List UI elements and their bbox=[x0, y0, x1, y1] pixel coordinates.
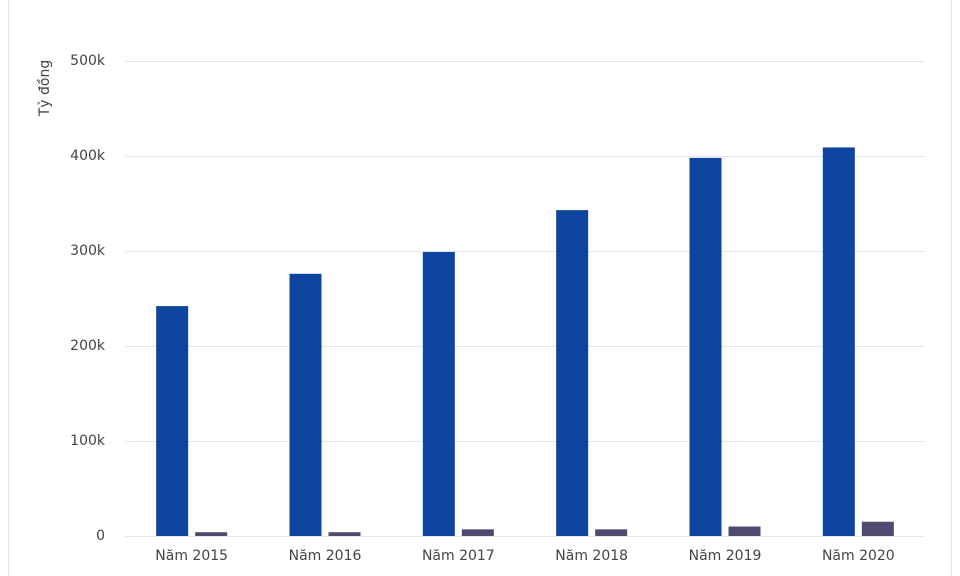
bar bbox=[595, 529, 628, 536]
x-tick-label: Năm 2018 bbox=[555, 548, 628, 564]
y-axis-label: Tỷ đồng bbox=[36, 60, 53, 118]
x-tick-label: Năm 2017 bbox=[422, 548, 495, 564]
x-tick-label: Năm 2019 bbox=[689, 548, 762, 564]
x-tick-label: Năm 2015 bbox=[155, 548, 228, 564]
bar bbox=[822, 147, 855, 536]
bar bbox=[861, 521, 894, 536]
bar bbox=[328, 532, 361, 536]
x-tick-label: Năm 2020 bbox=[822, 548, 895, 564]
y-tick-label: 300k bbox=[70, 243, 106, 259]
bar bbox=[461, 529, 494, 536]
y-tick-label: 500k bbox=[70, 53, 106, 69]
bar bbox=[289, 273, 322, 536]
bar bbox=[195, 532, 228, 536]
y-tick-label: 0 bbox=[96, 528, 105, 544]
bar bbox=[728, 526, 761, 536]
bar bbox=[689, 157, 722, 536]
bar bbox=[556, 210, 589, 536]
bar bbox=[422, 251, 455, 536]
x-tick-label: Năm 2016 bbox=[289, 548, 362, 564]
bar bbox=[156, 306, 189, 536]
y-tick-label: 100k bbox=[70, 433, 106, 449]
y-tick-label: 400k bbox=[70, 148, 106, 164]
y-tick-label: 200k bbox=[70, 338, 106, 354]
